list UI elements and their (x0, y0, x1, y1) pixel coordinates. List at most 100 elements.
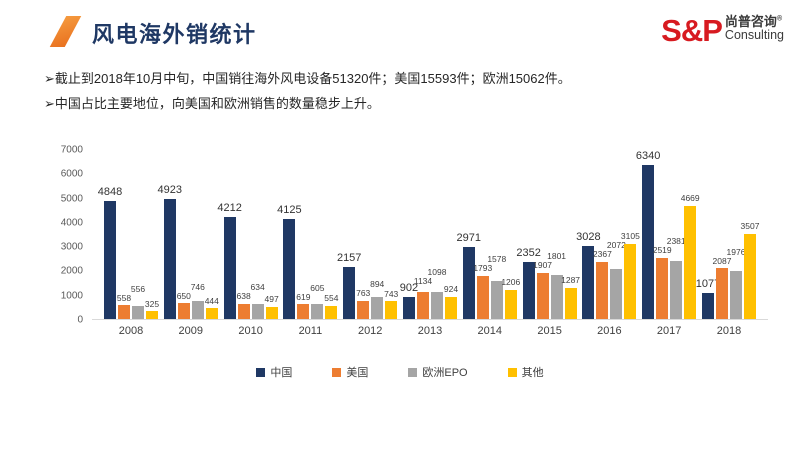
bar-wrap: 1976 (727, 248, 745, 319)
bullet-1: ➢截止到2018年10月中旬，中国销往海外风电设备51320件；美国15593件… (44, 71, 571, 86)
legend-swatch-icon (507, 367, 517, 377)
bar-wrap: 763 (356, 289, 370, 319)
company-logo: S&P 尚普咨询® Consulting (661, 14, 784, 46)
legend-label: 欧洲EPO (422, 367, 468, 379)
bar-wrap: 4669 (681, 194, 700, 319)
bar-value-label: 3507 (740, 221, 760, 232)
y-tick-7000: 7000 (60, 144, 83, 156)
bar-wrap: 1077 (696, 278, 720, 319)
bar-value-label: 634 (250, 282, 265, 292)
bar-value-label: 4669 (680, 193, 700, 204)
bar-value-label: 1907 (533, 260, 553, 271)
bar-value-label: 1578 (487, 254, 507, 264)
bar-group-2018: 1077 2087 1976 3507 2018 (696, 150, 760, 337)
x-tick-2014: 2014 (477, 325, 503, 337)
y-tick-3000: 3000 (60, 241, 83, 253)
bar-中国-2017 (642, 165, 655, 319)
registered-mark-icon: ® (776, 15, 783, 23)
bar-中国-2012 (343, 266, 356, 319)
bar-wrap: 1793 (473, 264, 492, 319)
bar-wrap: 2381 (667, 237, 686, 319)
bar-wrap: 2157 (337, 252, 361, 319)
bar-wrap: 2352 (516, 247, 541, 319)
bar-wrap: 554 (324, 294, 338, 319)
legend-swatch-icon (408, 367, 418, 377)
bar-欧洲EPO-2010 (251, 303, 264, 319)
bar-wrap: 3028 (576, 231, 601, 319)
bar-group-2011: 4125 619 605 554 2011 (277, 150, 338, 337)
legend-label: 美国 (346, 367, 369, 379)
bar-group-2013: 902 1134 1098 924 2013 (400, 150, 458, 337)
bar-美国-2015 (536, 272, 549, 319)
bar-value-label: 763 (356, 288, 371, 298)
bar-其他-2011 (325, 305, 338, 319)
x-tick-2011: 2011 (298, 325, 323, 337)
logo-english-name: Consulting (724, 28, 784, 43)
bar-中国-2009 (163, 199, 176, 319)
bar-wrap: 902 (400, 283, 418, 319)
legend-item-其他: 其他 (507, 364, 544, 380)
bar-wrap: 2072 (607, 241, 626, 319)
bar-欧洲EPO-2018 (729, 271, 742, 319)
bar-group-2008: 4848 558 556 325 2008 (98, 150, 159, 337)
bar-value-label: 2157 (336, 251, 362, 264)
x-tick-2010: 2010 (238, 325, 263, 337)
bar-group-2014: 2971 1793 1578 1206 2014 (457, 150, 521, 337)
bar-value-label: 1098 (427, 266, 447, 277)
bar-欧洲EPO-2014 (490, 280, 503, 319)
bar-wrap: 4212 (217, 202, 242, 319)
bar-group-2012: 2157 763 894 743 2012 (337, 150, 399, 337)
bar-group-2009: 4923 650 746 444 2009 (158, 150, 219, 337)
bar-chart: 0 1000 2000 3000 4000 5000 6000 7000 4848 558 556… (56, 145, 768, 337)
bar-value-label: 497 (264, 294, 279, 305)
bar-value-label: 4125 (277, 203, 302, 216)
legend-label: 中国 (270, 367, 293, 379)
bar-欧洲EPO-2011 (311, 304, 324, 319)
y-tick-2000: 2000 (60, 265, 83, 277)
bar-value-label: 638 (236, 291, 251, 301)
legend-label: 其他 (521, 367, 544, 379)
bar-wrap: 1801 (547, 252, 566, 319)
bar-wrap: 1206 (501, 278, 520, 319)
bar-wrap: 924 (444, 285, 458, 319)
bar-value-label: 554 (324, 293, 339, 303)
logo-chinese-name: 尚普咨询® (725, 14, 784, 29)
bar-value-label: 1077 (695, 277, 721, 290)
bar-美国-2018 (715, 268, 728, 319)
bar-wrap: 1578 (487, 255, 506, 319)
bar-其他-2008 (146, 311, 158, 319)
bar-美国-2017 (656, 257, 669, 319)
bar-wrap: 3105 (621, 232, 640, 319)
bar-wrap: 1907 (533, 261, 552, 319)
bar-value-label: 4212 (217, 201, 242, 214)
bar-value-label: 924 (443, 284, 459, 295)
bar-欧洲EPO-2008 (132, 305, 144, 319)
bar-其他-2010 (265, 306, 278, 319)
bar-欧洲EPO-2017 (670, 261, 683, 319)
bar-美国-2014 (476, 275, 489, 319)
bar-value-label: 2519 (652, 245, 672, 256)
bar-wrap: 4125 (277, 204, 302, 319)
bar-欧洲EPO-2013 (430, 292, 443, 319)
x-tick-2017: 2017 (656, 325, 682, 337)
bar-value-label: 1206 (501, 277, 521, 288)
bar-美国-2010 (237, 303, 250, 319)
title-slash-icon (49, 16, 82, 47)
x-tick-2008: 2008 (118, 325, 144, 337)
bar-其他-2017 (684, 205, 697, 319)
x-tick-2013: 2013 (417, 325, 443, 337)
bar-value-label: 894 (370, 279, 385, 289)
bar-value-label: 619 (296, 291, 311, 302)
summary-bullets: ➢截止到2018年10月中旬，中国销往海外风电设备51320件；美国15593件… (44, 66, 768, 116)
y-axis: 0 1000 2000 3000 4000 5000 6000 7000 (56, 145, 92, 326)
bar-wrap: 3507 (741, 222, 759, 319)
bar-value-label: 743 (384, 288, 399, 299)
bar-value-label: 2367 (592, 249, 612, 259)
bar-其他-2016 (624, 243, 637, 319)
bar-wrap: 634 (251, 283, 265, 319)
bar-wrap: 2971 (457, 232, 481, 319)
bar-其他-2014 (504, 289, 517, 319)
bar-value-label: 2352 (516, 246, 541, 259)
bar-value-label: 2072 (606, 240, 626, 250)
